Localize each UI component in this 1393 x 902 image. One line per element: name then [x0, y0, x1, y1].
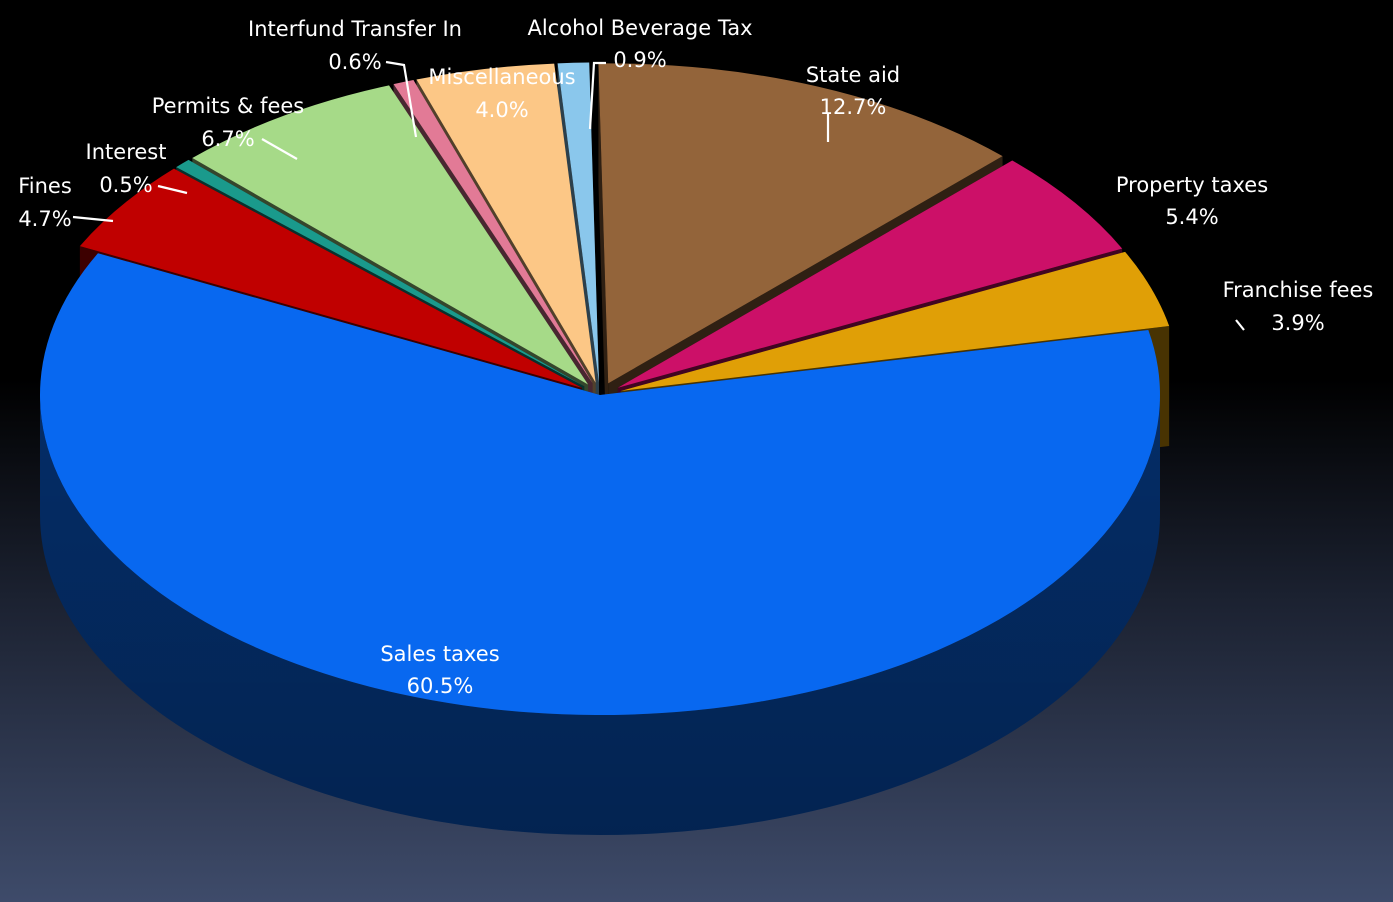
- label-interfund-transfer-in: Interfund Transfer In: [248, 17, 462, 41]
- leader-franchise-fees: [1235, 319, 1245, 331]
- label-alcohol-beverage-tax: Alcohol Beverage Tax: [527, 16, 752, 40]
- slice-top-face: [39, 253, 1160, 716]
- label-interest: Interest: [86, 140, 167, 164]
- value-interfund-transfer-in: 0.6%: [328, 50, 381, 74]
- value-alcohol-beverage-tax: 0.9%: [613, 48, 666, 72]
- value-fines: 4.7%: [18, 207, 71, 231]
- label-permits-fees: Permits & fees: [152, 94, 304, 118]
- slice-labels: State aid 12.7% Property taxes 5.4% Franchis…: [18, 16, 1373, 698]
- value-sales-taxes: 60.5%: [407, 674, 474, 698]
- pie-slices: [39, 62, 1170, 835]
- label-fines: Fines: [18, 174, 72, 198]
- slice-outer-wall-shade: [40, 395, 1160, 835]
- value-franchise-fees: 3.9%: [1271, 311, 1324, 335]
- label-miscellaneous: Miscellaneous: [428, 65, 575, 89]
- slice-top-face: [598, 63, 1003, 384]
- value-interest: 0.5%: [99, 173, 152, 197]
- label-state-aid: State aid: [806, 63, 900, 87]
- slice-top-face: [557, 62, 599, 383]
- slice-top-face: [79, 168, 582, 388]
- leader-alcohol-beverage-tax: [588, 61, 606, 130]
- slice-top-face: [617, 160, 1123, 388]
- slice-top-face: [393, 80, 593, 384]
- slice-sales-taxes: [39, 253, 1160, 835]
- leader-interfund-transfer-in: [385, 60, 418, 138]
- leader-lines: [72, 60, 1245, 331]
- label-property-taxes: Property taxes: [1116, 173, 1268, 197]
- slice-cut-wall: [598, 63, 609, 504]
- value-state-aid: 12.7%: [820, 95, 887, 119]
- slice-top-face: [620, 251, 1170, 391]
- label-franchise-fees: Franchise fees: [1223, 278, 1374, 302]
- leader-permits-fees: [261, 138, 298, 160]
- leader-fines: [72, 215, 114, 223]
- leader-interest: [157, 184, 188, 195]
- value-miscellaneous: 4.0%: [475, 98, 528, 122]
- slice-top-face: [192, 85, 589, 385]
- slice-top-face: [416, 63, 596, 383]
- label-sales-taxes: Sales taxes: [380, 642, 499, 666]
- value-property-taxes: 5.4%: [1165, 205, 1218, 229]
- slice-top-face: [176, 159, 585, 387]
- value-permits-fees: 6.7%: [201, 127, 254, 151]
